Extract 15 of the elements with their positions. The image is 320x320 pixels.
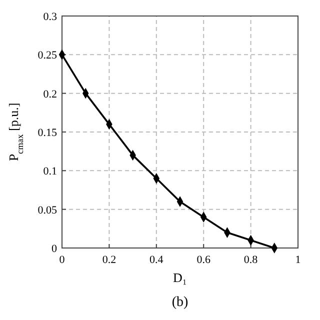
y-tick-label: 0.3 [43, 11, 58, 23]
y-tick-label: 0.15 [38, 127, 58, 139]
x-tick-label: 1 [295, 254, 301, 266]
y-tick-label: 0.05 [38, 204, 58, 216]
y-tick-label: 0.1 [43, 166, 57, 178]
x-tick-label: 0.6 [196, 254, 211, 266]
y-tick-label: 0.25 [38, 50, 58, 62]
x-tick-label: 0.4 [150, 254, 164, 266]
y-tick-label: 0.2 [43, 88, 57, 100]
x-tick-label: 0.8 [244, 254, 258, 266]
x-tick-label: 0.2 [102, 254, 116, 266]
y-tick-label: 0 [52, 243, 58, 255]
text: (b) [172, 295, 188, 310]
x-axis-title: D₁ [173, 270, 187, 285]
x-tick-label: 0 [59, 254, 66, 266]
